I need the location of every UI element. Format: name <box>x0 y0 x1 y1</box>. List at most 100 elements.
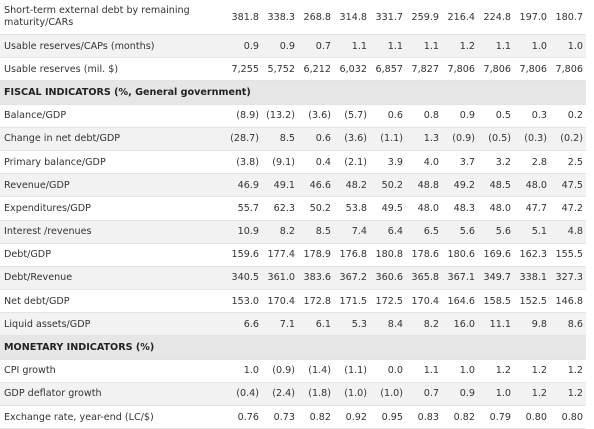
table-cell: 381.8 <box>226 0 262 35</box>
table-cell: 6.1 <box>298 312 334 337</box>
table-cell: 180.8 <box>370 243 406 267</box>
table-cell: 5.3 <box>334 312 370 337</box>
table-cell: 0.7 <box>298 34 334 59</box>
table-cell: 2.8 <box>514 150 550 175</box>
table-cell: 6,032 <box>334 57 370 82</box>
table-cell: 8.2 <box>406 312 442 337</box>
row-label: Usable reserves (mil. $) <box>0 57 226 82</box>
table-cell: (5.7) <box>334 104 370 128</box>
table-cell: 8.5 <box>298 220 334 244</box>
table-cell: (2.1) <box>334 150 370 175</box>
row-label: Liquid assets/GDP <box>0 312 226 337</box>
table-cell: 9.8 <box>514 312 550 337</box>
table-cell: 0.80 <box>550 405 586 429</box>
table-cell: 11.1 <box>478 312 514 337</box>
table-cell: 180.7 <box>550 0 586 35</box>
table-cell: (1.1) <box>334 359 370 383</box>
table-cell: 6,857 <box>370 57 406 82</box>
table-cell: 1.1 <box>406 34 442 59</box>
table-cell: 0.8 <box>406 104 442 128</box>
table-cell: 49.5 <box>370 196 406 221</box>
table-cell: 180.6 <box>442 243 478 267</box>
table-cell: (1.4) <box>298 359 334 383</box>
table-cell: 49.2 <box>442 173 478 198</box>
table-cell: 0.9 <box>226 34 262 59</box>
table-cell: (28.7) <box>226 127 262 151</box>
table-cell: 0.5 <box>478 104 514 128</box>
table-cell: 8.6 <box>550 312 586 337</box>
table-cell: 1.2 <box>514 359 550 383</box>
section-title: MONETARY INDICATORS (%) <box>0 335 586 360</box>
table-row: Usable reserves/CAPs (months) 0.9 0.9 0.7 1.… <box>0 34 586 59</box>
table-cell: 0.79 <box>478 405 514 429</box>
table-cell: 0.4 <box>298 150 334 175</box>
table-cell: 48.0 <box>478 196 514 221</box>
table-cell: 7,827 <box>406 57 442 82</box>
table-cell: 367.1 <box>442 266 478 291</box>
table-cell: 50.2 <box>298 196 334 221</box>
table-cell: 1.1 <box>334 34 370 59</box>
table-cell: 340.5 <box>226 266 262 291</box>
table-cell: 1.2 <box>514 382 550 407</box>
table-cell: 1.0 <box>550 34 586 59</box>
table-cell: 178.6 <box>406 243 442 267</box>
table-cell: 53.8 <box>334 196 370 221</box>
table-cell: 0.9 <box>442 382 478 407</box>
table-cell: (0.9) <box>262 359 298 383</box>
table-cell: 49.1 <box>262 173 298 198</box>
table-cell: (0.5) <box>478 127 514 151</box>
table-cell: (1.0) <box>334 382 370 407</box>
table-cell: (0.4) <box>226 382 262 407</box>
table-cell: 8.4 <box>370 312 406 337</box>
table-cell: 1.0 <box>442 359 478 383</box>
table-cell: 383.6 <box>298 266 334 291</box>
table-row: Change in net debt/GDP (28.7) 8.5 0.6 (3.6)(… <box>0 127 586 151</box>
table-cell: 367.2 <box>334 266 370 291</box>
table-cell: 46.9 <box>226 173 262 198</box>
row-label: Change in net debt/GDP <box>0 127 226 151</box>
table-cell: 62.3 <box>262 196 298 221</box>
table-cell: 1.0 <box>478 382 514 407</box>
table-cell: 8.5 <box>262 127 298 151</box>
table-cell: 1.2 <box>550 382 586 407</box>
table-cell: (2.4) <box>262 382 298 407</box>
table-cell: 50.2 <box>370 173 406 198</box>
table-cell: 48.2 <box>334 173 370 198</box>
table-cell: 365.8 <box>406 266 442 291</box>
table-cell: 197.0 <box>514 0 550 35</box>
table-cell: 10.9 <box>226 220 262 244</box>
table-cell: 0.82 <box>442 405 478 429</box>
table-cell: 1.0 <box>226 359 262 383</box>
table-cell: 170.4 <box>406 289 442 314</box>
table-cell: 216.4 <box>442 0 478 35</box>
table-cell: 159.6 <box>226 243 262 267</box>
row-label: CPI growth <box>0 359 226 383</box>
table-cell: 0.6 <box>370 104 406 128</box>
table-cell: 338.1 <box>514 266 550 291</box>
table-cell: 164.6 <box>442 289 478 314</box>
table-row: Exchange rate, year-end (LC/$) 0.76 0.73 0.… <box>0 405 586 429</box>
table-row: Expenditures/GDP 55.7 62.3 50.2 53.8 49.5 48.0… <box>0 196 586 221</box>
table-cell: 349.7 <box>478 266 514 291</box>
table-cell: 146.8 <box>550 289 586 314</box>
row-label: Revenue/GDP <box>0 173 226 198</box>
table-cell: 152.5 <box>514 289 550 314</box>
table-cell: (9.1) <box>262 150 298 175</box>
table-cell: 172.5 <box>370 289 406 314</box>
table-cell: (1.8) <box>298 382 334 407</box>
table-cell: 47.2 <box>550 196 586 221</box>
table-cell: 48.5 <box>478 173 514 198</box>
table-cell: (1.1) <box>370 127 406 151</box>
table-cell: 3.2 <box>478 150 514 175</box>
section-header: MONETARY INDICATORS (%) <box>0 335 586 360</box>
table-cell: 5,752 <box>262 57 298 82</box>
table-cell: 162.3 <box>514 243 550 267</box>
table-cell: 7.4 <box>334 220 370 244</box>
row-label: Usable reserves/CAPs (months) <box>0 34 226 59</box>
table-cell: 5.6 <box>442 220 478 244</box>
section-header: FISCAL INDICATORS (%, General government… <box>0 80 586 105</box>
table-cell: 46.6 <box>298 173 334 198</box>
table-cell: 259.9 <box>406 0 442 35</box>
row-label: Expenditures/GDP <box>0 196 226 221</box>
